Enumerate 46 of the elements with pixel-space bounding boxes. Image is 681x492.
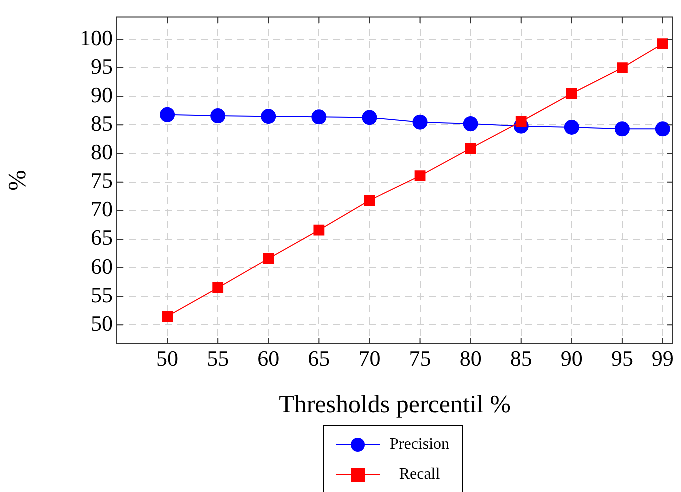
point [364,195,376,206]
legend-label: Precision [390,436,450,454]
y-tick-label: 95 [91,54,113,79]
x-tick-label: 60 [258,346,280,371]
x-tick-label: 85 [510,346,532,371]
y-tick-label: 70 [91,196,113,222]
point [314,224,325,236]
x-tick-label: 55 [207,346,230,371]
point [212,282,224,294]
y-tick-label: 75 [91,168,113,194]
point [414,170,426,182]
point [655,122,670,137]
point [210,108,226,124]
y-tick-label: 65 [91,225,113,250]
point [465,143,476,154]
point [566,88,578,100]
x-tick-label: 75 [409,346,432,371]
point [614,122,630,137]
point [463,116,478,132]
x-axis-title: Thresholds percentil % [279,392,511,419]
y-tick-label: 90 [91,82,113,108]
x-tick-label: 80 [460,346,482,371]
point [412,114,428,130]
point [263,253,274,264]
x-tick-label: 65 [308,346,330,371]
point [564,120,580,135]
y-tick-label: 80 [91,140,113,165]
y-tick-label: 60 [91,254,113,279]
x-tick-label: 95 [611,346,634,371]
point [617,62,628,74]
y-tick-label: 100 [80,25,113,50]
legend-label: Recall [398,466,442,484]
x-tick-label: 99 [652,346,674,371]
point [261,109,276,124]
point [312,110,327,125]
y-tick-label: 50 [91,310,113,336]
x-tick-label: 90 [560,346,583,371]
y-axis-title: % [4,170,32,192]
y-tick-label: 55 [91,282,113,308]
point [362,110,378,126]
x-tick-label: 70 [358,346,381,371]
point [162,311,173,322]
point [160,107,176,122]
y-tick-label: 85 [91,110,113,136]
x-tick-label: 50 [156,346,179,371]
point [657,38,668,50]
